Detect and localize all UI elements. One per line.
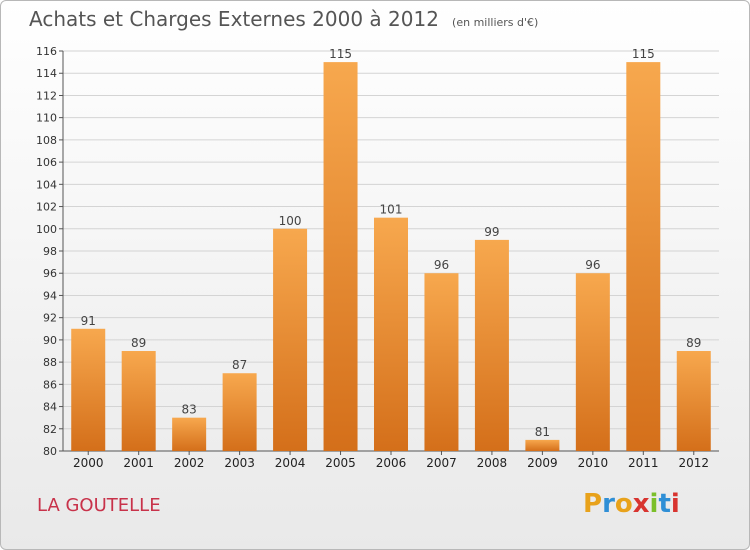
y-tick-label: 104 xyxy=(36,178,57,191)
value-label: 99 xyxy=(484,225,499,239)
bar-layer xyxy=(71,62,711,451)
x-tick-label: 2002 xyxy=(174,456,205,470)
x-tick-label: 2009 xyxy=(527,456,558,470)
value-label: 115 xyxy=(329,47,352,61)
y-tick-label: 106 xyxy=(36,156,57,169)
y-tick-label: 110 xyxy=(36,112,57,125)
value-label: 100 xyxy=(279,214,302,228)
value-label: 87 xyxy=(232,358,247,372)
y-tick-label: 82 xyxy=(43,423,57,436)
bar xyxy=(374,217,408,451)
bar xyxy=(121,351,156,451)
logo-letter: i xyxy=(670,489,680,519)
bar xyxy=(525,439,560,451)
bar xyxy=(273,228,308,451)
value-label: 115 xyxy=(632,47,655,61)
y-tick-label: 112 xyxy=(36,89,57,102)
value-label: 96 xyxy=(434,258,449,272)
value-label: 89 xyxy=(686,336,701,350)
x-tick-label: 2006 xyxy=(376,456,407,470)
logo-letter: P xyxy=(583,489,603,519)
label-layer: 91 2000 89 2001 83 2002 87 2003 100 2004 115 2005 10… xyxy=(73,47,709,470)
proxiti-logo: Proxiti xyxy=(583,489,680,519)
title-row: Achats et Charges Externes 2000 à 2012 (… xyxy=(29,7,538,31)
bar xyxy=(424,273,459,451)
logo-letter: t xyxy=(658,489,671,519)
chart-title: Achats et Charges Externes 2000 à 2012 xyxy=(29,7,439,31)
x-tick-label: 2011 xyxy=(628,456,659,470)
value-label: 89 xyxy=(131,336,146,350)
value-label: 91 xyxy=(81,314,96,328)
bar xyxy=(676,351,711,451)
y-tick-label: 88 xyxy=(43,356,57,369)
x-tick-label: 2012 xyxy=(678,456,709,470)
y-tick-label: 102 xyxy=(36,201,57,214)
y-tick-label: 114 xyxy=(36,67,57,80)
value-label: 101 xyxy=(380,203,403,217)
x-tick-label: 2001 xyxy=(123,456,154,470)
value-label: 83 xyxy=(182,403,197,417)
y-tick-label: 80 xyxy=(43,445,57,458)
logo-letter: r xyxy=(602,489,615,519)
y-tick-label: 116 xyxy=(36,45,57,58)
bar xyxy=(626,62,661,451)
place-name: LA GOUTELLE xyxy=(37,495,161,516)
y-tick-label: 96 xyxy=(43,267,57,280)
x-tick-label: 2007 xyxy=(426,456,457,470)
y-tick-label: 86 xyxy=(43,378,57,391)
x-tick-label: 2008 xyxy=(477,456,508,470)
y-tick-label: 108 xyxy=(36,134,57,147)
logo-letter: i xyxy=(649,489,659,519)
bar xyxy=(172,417,207,451)
bar xyxy=(575,273,610,451)
x-tick-label: 2010 xyxy=(578,456,609,470)
logo-letter: x xyxy=(632,489,650,519)
bar xyxy=(71,328,106,451)
x-tick-label: 2004 xyxy=(275,456,306,470)
axis-layer: 80 82 84 86 88 90 92 94 96 98 100 102 104 106 108 110 11… xyxy=(36,45,719,458)
bar xyxy=(323,62,358,451)
x-tick-label: 2003 xyxy=(224,456,255,470)
y-tick-label: 92 xyxy=(43,312,57,325)
bar xyxy=(474,239,509,451)
bar xyxy=(222,373,257,451)
logo-letter: o xyxy=(614,489,633,519)
y-tick-label: 98 xyxy=(43,245,57,258)
y-tick-label: 84 xyxy=(43,401,57,414)
chart-subtitle: (en milliers d'€) xyxy=(452,16,539,29)
value-label: 81 xyxy=(535,425,550,439)
x-tick-label: 2005 xyxy=(325,456,356,470)
y-tick-label: 100 xyxy=(36,223,57,236)
y-tick-label: 94 xyxy=(43,289,57,302)
x-tick-label: 2000 xyxy=(73,456,104,470)
y-tick-label: 90 xyxy=(43,334,57,347)
value-label: 96 xyxy=(585,258,600,272)
